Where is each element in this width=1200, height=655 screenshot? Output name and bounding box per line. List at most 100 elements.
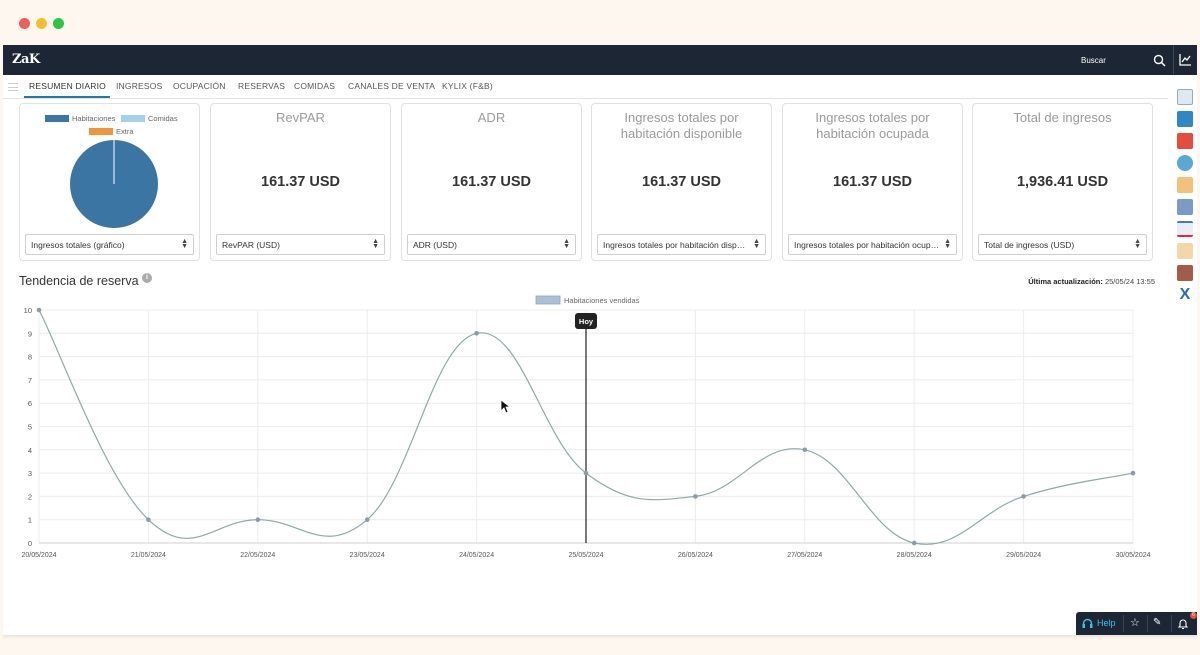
legend-swatch-habitaciones: [45, 115, 69, 122]
info-icon[interactable]: i: [142, 273, 152, 283]
bell-icon[interactable]: [1178, 618, 1188, 629]
check-badge-icon[interactable]: [1177, 133, 1193, 149]
adr-title: ADR: [477, 110, 506, 125]
today-marker-badge: [575, 313, 597, 329]
select-arrows-icon: ▲ ▼: [944, 238, 951, 250]
revenue-per-occupied-room-title: Ingresos totales por habitación ocupada: [815, 110, 930, 141]
minimize-window-button[interactable]: [36, 18, 47, 29]
revenue-pie-chart[interactable]: [69, 139, 159, 229]
tab-bar: RESUMEN DIARIO INGRESOS OCUPACIÓN RESERV…: [3, 75, 1168, 99]
list-icon[interactable]: [1177, 221, 1193, 237]
analytics-button[interactable]: [1173, 45, 1197, 75]
close-window-button[interactable]: [19, 18, 30, 29]
y-tick-label: 2: [28, 492, 32, 501]
note-icon[interactable]: ✎: [1153, 617, 1162, 628]
x-tick-label: 28/05/2024: [897, 552, 932, 559]
revpar-title: RevPAR: [276, 110, 325, 125]
legend-swatch-comidas: [121, 115, 145, 122]
adr-value: 161.37 USD: [452, 174, 531, 190]
total-revenue-value: 1,936.41 USD: [1016, 174, 1109, 190]
y-tick-label: 10: [24, 306, 32, 315]
legend-label-comidas[interactable]: Comidas: [148, 114, 178, 123]
y-tick-label: 6: [28, 399, 32, 408]
grid-icon[interactable]: [1177, 199, 1193, 215]
legend-swatch-habitaciones-vendidas: [535, 295, 561, 305]
wallet-icon[interactable]: [1177, 265, 1193, 281]
search-label[interactable]: Buscar: [1081, 56, 1106, 65]
last-update: Última actualización: 25/05/24 13:55: [1028, 277, 1155, 286]
search-document-icon[interactable]: [1177, 155, 1193, 171]
revenue-per-available-room-value: 161.37 USD: [642, 174, 721, 190]
adr-select[interactable]: ADR (USD) ▲ ▼: [407, 234, 576, 255]
pie-chart-card: Habitaciones Comidas Extra Ingresos tota…: [19, 103, 200, 261]
revpar-select[interactable]: RevPAR (USD) ▲ ▼: [216, 234, 385, 255]
last-update-value: 25/05/24 13:55: [1104, 277, 1155, 286]
y-tick-label: 4: [28, 446, 32, 455]
help-button[interactable]: Help: [1097, 618, 1116, 628]
data-point: [1130, 470, 1136, 476]
tab-reservas[interactable]: RESERVAS: [238, 81, 286, 91]
revenue-per-available-room-select-value: Ingresos totales por habitación disponib…: [603, 240, 749, 250]
select-arrows-icon: ▲ ▼: [563, 238, 570, 250]
x-tick-label: 21/05/2024: [131, 552, 166, 559]
toolbar-divider: [1147, 615, 1148, 632]
x-tick-label: 22/05/2024: [240, 552, 275, 559]
hamburger-menu-icon[interactable]: [8, 83, 18, 91]
data-point: [364, 517, 370, 522]
maximize-window-button[interactable]: [53, 18, 64, 29]
data-point: [474, 331, 479, 336]
booking-trend-title: Tendencia de reserva: [19, 274, 139, 288]
revenue-per-available-room-select[interactable]: Ingresos totales por habitación disponib…: [597, 234, 766, 255]
y-tick-label: 3: [28, 469, 32, 478]
bottom-toolbar: Help ☆ ✎ 6: [1076, 612, 1197, 635]
calendar-icon[interactable]: [1177, 177, 1193, 193]
y-tick-label: 9: [28, 329, 32, 338]
add-document-icon[interactable]: [1177, 243, 1193, 259]
toolbar-divider: [1123, 615, 1124, 632]
window-shadow: [3, 635, 1197, 639]
search-icon[interactable]: [1153, 54, 1166, 67]
x-tick-label: 23/05/2024: [350, 552, 385, 559]
legend-label-extra[interactable]: Extra: [116, 127, 134, 136]
total-revenue-title: Total de ingresos: [1013, 110, 1112, 125]
pie-metric-select[interactable]: Ingresos totales (gráfico) ▲ ▼: [25, 234, 194, 255]
app-logo[interactable]: ZaK: [12, 52, 40, 67]
revenue-per-occupied-room-select-value: Ingresos totales por habitación ocupada …: [794, 240, 940, 250]
kylix-icon[interactable]: X: [1179, 286, 1191, 303]
last-update-label: Última actualización:: [1028, 277, 1103, 286]
x-tick-label: 20/05/2024: [21, 552, 56, 559]
star-icon[interactable]: ☆: [1130, 617, 1140, 629]
tab-comidas[interactable]: COMIDAS: [294, 81, 336, 91]
card-icon[interactable]: [1177, 111, 1193, 127]
revpar-value: 161.37 USD: [261, 174, 340, 190]
select-arrows-icon: ▲ ▼: [181, 238, 188, 250]
tab-divider: [3, 98, 1168, 99]
legend-label-habitaciones-vendidas: Habitaciones vendidas: [564, 296, 640, 305]
tab-kylix[interactable]: KYLIX (F&B): [442, 81, 493, 91]
tab-ocupacion[interactable]: OCUPACIÓN: [173, 81, 226, 91]
tab-ingresos[interactable]: INGRESOS: [116, 81, 163, 91]
data-point: [1021, 494, 1026, 499]
revenue-per-occupied-room-value: 161.37 USD: [833, 174, 912, 190]
revpar-card: RevPAR 161.37 USD RevPAR (USD) ▲ ▼: [210, 103, 391, 261]
total-revenue-card: Total de ingresos 1,936.41 USD Total de …: [972, 103, 1153, 261]
dollar-icon[interactable]: [1177, 89, 1193, 105]
y-tick-label: 7: [28, 376, 32, 385]
series-line-habitaciones-vendidas: [38, 309, 1134, 545]
revpar-select-value: RevPAR (USD): [222, 240, 280, 250]
x-tick-label: 26/05/2024: [678, 552, 713, 559]
total-revenue-select-value: Total de ingresos (USD): [984, 240, 1075, 250]
booking-trend-chart[interactable]: Habitaciones vendidas 0 1 2 3 4 5 6 7 8 9 10 20/05/2…: [3, 289, 1168, 559]
legend-label-habitaciones[interactable]: Habitaciones: [72, 114, 116, 123]
data-point: [255, 517, 261, 522]
tab-canales-de-venta[interactable]: CANALES DE VENTA: [348, 81, 436, 91]
data-point: [693, 494, 698, 499]
legend-swatch-extra: [89, 128, 113, 135]
total-revenue-select[interactable]: Total de ingresos (USD) ▲ ▼: [978, 234, 1147, 255]
toolbar-divider: [1171, 615, 1172, 632]
tab-resumen-diario[interactable]: RESUMEN DIARIO: [29, 81, 106, 91]
select-arrows-icon: ▲ ▼: [372, 238, 379, 250]
data-point: [36, 307, 42, 313]
revenue-per-occupied-room-select[interactable]: Ingresos totales por habitación ocupada …: [788, 234, 957, 255]
